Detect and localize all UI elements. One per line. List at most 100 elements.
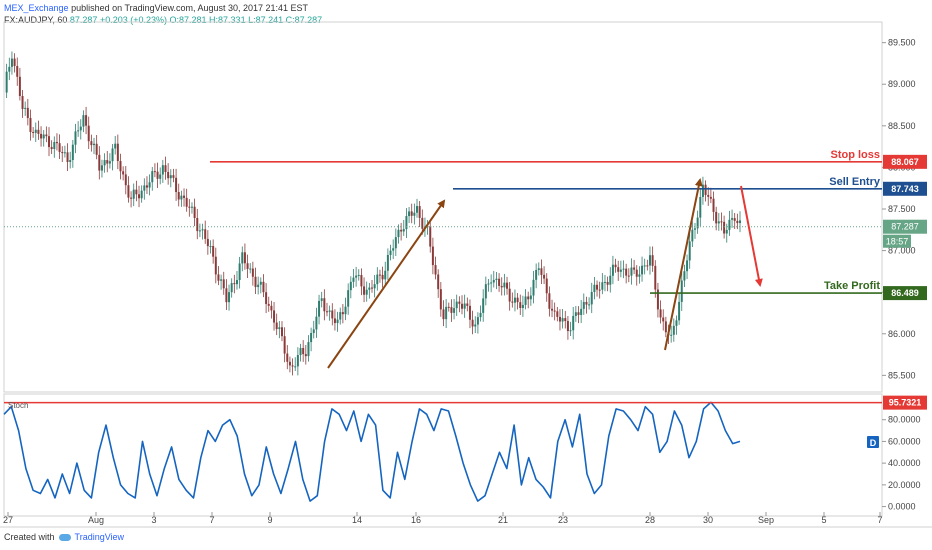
time-tick-label: 5 <box>821 515 826 525</box>
candle-body <box>61 151 64 154</box>
candle-body <box>643 265 646 267</box>
candle-body <box>296 355 299 367</box>
candle-body <box>251 268 254 277</box>
candle-body <box>397 229 400 238</box>
candle-body <box>45 134 48 137</box>
candle-body <box>548 293 551 309</box>
candle-body <box>529 295 532 300</box>
candle-body <box>511 301 514 303</box>
candle-body <box>55 141 58 144</box>
candle-body <box>646 265 649 267</box>
candle-body <box>725 229 728 234</box>
candle-body <box>18 76 21 97</box>
candle-body <box>400 229 403 232</box>
candle-body <box>106 160 109 164</box>
level-label: Take Profit <box>824 280 880 292</box>
candle-body <box>527 296 530 300</box>
candle-body <box>540 268 543 275</box>
candle-body <box>471 319 474 327</box>
candle-body <box>479 312 482 318</box>
candle-body <box>678 301 681 321</box>
last-price: 87.287 <box>69 15 98 25</box>
candle-body <box>638 274 641 277</box>
candle-body <box>516 297 519 303</box>
candle-body <box>739 220 741 224</box>
candle-body <box>288 361 291 366</box>
stoch-pane-border <box>3 393 883 517</box>
candle-body <box>167 171 170 179</box>
candle-body <box>148 182 151 188</box>
candle-body <box>461 303 464 309</box>
published-text: published on TradingView.com, August 30,… <box>71 3 309 13</box>
candle-body <box>190 206 193 208</box>
candle-body <box>381 274 384 280</box>
candle-body <box>408 211 411 217</box>
candle-body <box>265 292 268 304</box>
candle-body <box>363 286 366 295</box>
candle-body <box>635 269 638 277</box>
candle-body <box>262 281 265 293</box>
candle-body <box>159 174 162 179</box>
candle-body <box>500 285 503 288</box>
candle-body <box>341 312 344 315</box>
price-tick-label: 89.500 <box>888 38 916 48</box>
candle-body <box>325 311 328 313</box>
publisher-link[interactable]: MEX_Exchange <box>4 3 69 13</box>
candle-body <box>723 221 726 234</box>
price-change: +0.203 (+0.23%) <box>99 15 167 25</box>
candle-body <box>140 190 143 199</box>
candle-body <box>513 297 516 303</box>
candle-body <box>74 131 77 145</box>
candle-body <box>172 175 175 178</box>
stoch-d-badge-label: D <box>870 438 877 448</box>
axes: 89.50089.00088.50088.00087.50087.00086.5… <box>3 38 927 525</box>
candle-body <box>333 318 336 324</box>
candle-body <box>519 302 522 309</box>
candle-body <box>230 283 233 293</box>
candle-body <box>16 66 19 77</box>
candle-body <box>696 217 699 229</box>
candle-body <box>569 330 572 332</box>
candle-body <box>69 160 72 162</box>
candle-body <box>611 264 614 276</box>
created-with-label: Created with <box>4 532 55 542</box>
candle-body <box>715 211 718 224</box>
footer: Created with TradingView <box>4 532 124 542</box>
candle-body <box>434 265 437 275</box>
candle-body <box>180 195 183 200</box>
candle-body <box>235 280 238 285</box>
time-tick-label: 3 <box>151 515 156 525</box>
candle-body <box>524 296 527 305</box>
candle-body <box>701 184 704 198</box>
candle-body <box>405 216 408 230</box>
tradingview-brand-link[interactable]: TradingView <box>74 532 125 542</box>
candle-body <box>177 192 180 200</box>
candle-body <box>590 291 593 305</box>
candle-body <box>683 271 686 281</box>
candle-body <box>270 305 273 311</box>
level-value-badge <box>883 286 927 301</box>
candle-body <box>161 165 164 175</box>
time-tick-label: 7 <box>877 515 882 525</box>
stoch-value-label: 95.7321 <box>889 398 922 408</box>
level-value-label: 87.743 <box>891 184 919 194</box>
candle-body <box>601 282 604 290</box>
candle-body <box>243 252 246 264</box>
candle-body <box>278 327 281 330</box>
time-tick-label: 21 <box>498 515 508 525</box>
candle-body <box>339 312 342 320</box>
candle-body <box>463 303 466 309</box>
bullish-arrow-2 <box>664 178 703 351</box>
candle-body <box>318 300 321 317</box>
candle-body <box>50 147 53 150</box>
candle-body <box>132 189 135 199</box>
price-candles <box>5 51 741 376</box>
candle-body <box>355 275 358 278</box>
candle-body <box>651 255 654 266</box>
candle-body <box>603 281 606 283</box>
level-value-label: 86.489 <box>891 288 919 298</box>
candle-body <box>233 283 236 285</box>
candle-body <box>138 194 141 199</box>
candle-body <box>48 136 51 148</box>
